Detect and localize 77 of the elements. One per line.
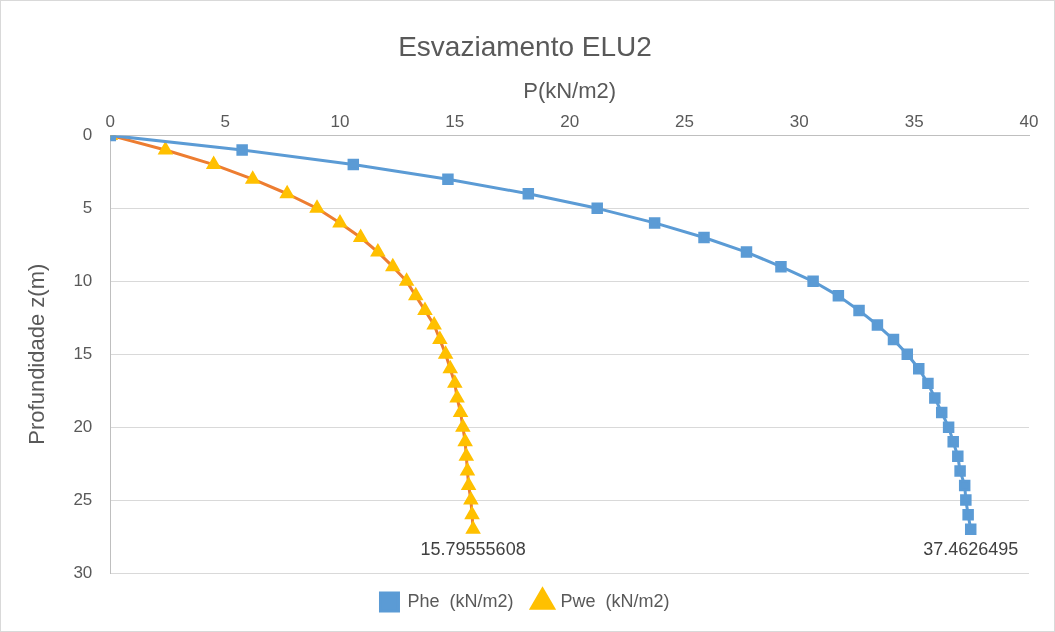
point	[954, 465, 966, 477]
point	[464, 492, 478, 505]
point	[775, 260, 787, 273]
y-tick-label: 25	[73, 489, 93, 509]
point	[942, 421, 955, 433]
point	[964, 523, 977, 535]
point	[453, 405, 468, 418]
point	[448, 375, 462, 388]
point	[947, 435, 959, 448]
x-tick-label: 20	[560, 111, 580, 131]
point	[280, 186, 294, 199]
point	[952, 450, 964, 463]
point	[158, 142, 173, 155]
point	[310, 200, 324, 213]
y-tick-label: 0	[82, 125, 93, 145]
point	[465, 507, 479, 520]
point	[246, 171, 260, 184]
point	[913, 363, 925, 375]
x-tick-label: 0	[105, 111, 116, 131]
point	[459, 448, 473, 461]
annotation: 15.79555608	[420, 539, 526, 560]
point	[698, 231, 710, 244]
x-tick-label: 40	[1019, 111, 1039, 131]
x-tick-label: 15	[445, 111, 465, 131]
y-tick-label: 30	[73, 562, 93, 582]
point	[740, 246, 753, 258]
point	[399, 273, 414, 286]
point	[962, 508, 974, 521]
point	[438, 346, 453, 359]
y-axis-title: Profundidade z(m)	[24, 263, 50, 445]
point	[461, 477, 476, 490]
point	[347, 158, 360, 171]
point	[443, 361, 457, 374]
point	[409, 288, 423, 301]
point	[386, 259, 400, 272]
annotation: 37.4626495	[923, 539, 1019, 560]
point	[871, 319, 884, 331]
point	[371, 244, 385, 257]
point	[807, 275, 819, 288]
point	[460, 463, 475, 476]
x-axis-title: P(kN/m2)	[523, 77, 617, 103]
point	[418, 302, 432, 315]
x-tick-label: 30	[789, 111, 809, 131]
legend-label: Phe (kN/m2)	[407, 590, 514, 611]
point	[887, 333, 900, 346]
x-tick-label: 5	[220, 111, 230, 131]
y-tick-label: 10	[73, 270, 93, 290]
legend-label: Pwe (kN/m2)	[560, 590, 670, 611]
y-tick-label: 5	[82, 198, 93, 218]
point	[960, 494, 972, 506]
point	[450, 390, 464, 403]
point	[333, 215, 347, 228]
point	[353, 230, 368, 243]
y-tick-label: 20	[73, 416, 93, 436]
point	[442, 173, 454, 185]
point	[458, 434, 472, 447]
point	[922, 377, 934, 390]
point	[648, 217, 661, 229]
point	[466, 521, 480, 534]
point	[522, 188, 535, 200]
point	[236, 144, 248, 156]
point	[929, 392, 941, 404]
point	[591, 202, 603, 215]
point	[456, 419, 470, 432]
x-tick-label: 35	[904, 111, 924, 131]
point	[901, 348, 914, 360]
point	[206, 157, 221, 170]
point	[832, 290, 845, 302]
x-tick-label: 10	[330, 111, 350, 131]
point	[935, 406, 948, 419]
point	[427, 317, 441, 330]
point	[433, 332, 447, 345]
x-tick-label: 25	[675, 111, 694, 131]
chart-title: Esvaziamento ELU2	[398, 30, 652, 62]
y-tick-label: 15	[73, 343, 93, 363]
point	[958, 479, 971, 492]
point	[853, 304, 865, 317]
